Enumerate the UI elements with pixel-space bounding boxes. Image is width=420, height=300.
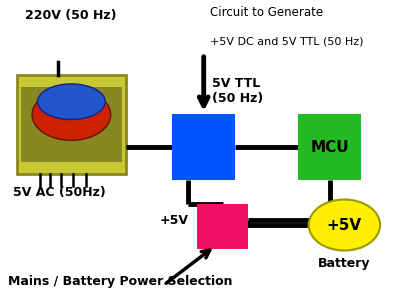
- Text: Circuit to Generate: Circuit to Generate: [210, 6, 323, 19]
- FancyBboxPatch shape: [17, 75, 126, 174]
- Circle shape: [309, 200, 380, 250]
- Text: +5V: +5V: [160, 214, 189, 227]
- FancyBboxPatch shape: [21, 87, 122, 162]
- Text: 5V TTL
(50 Hz): 5V TTL (50 Hz): [212, 77, 263, 105]
- Ellipse shape: [37, 84, 105, 119]
- Text: Mains / Battery Power Selection: Mains / Battery Power Selection: [8, 275, 233, 288]
- FancyBboxPatch shape: [298, 114, 361, 180]
- Text: MCU: MCU: [310, 140, 349, 154]
- Text: +5V: +5V: [327, 218, 362, 232]
- Text: 220V (50 Hz): 220V (50 Hz): [25, 9, 117, 22]
- Text: +5V DC and 5V TTL (50 Hz): +5V DC and 5V TTL (50 Hz): [210, 36, 363, 46]
- FancyBboxPatch shape: [197, 204, 248, 249]
- Ellipse shape: [32, 89, 111, 140]
- Text: Battery: Battery: [318, 256, 370, 269]
- FancyBboxPatch shape: [172, 114, 235, 180]
- Text: 5V AC (50Hz): 5V AC (50Hz): [13, 186, 105, 199]
